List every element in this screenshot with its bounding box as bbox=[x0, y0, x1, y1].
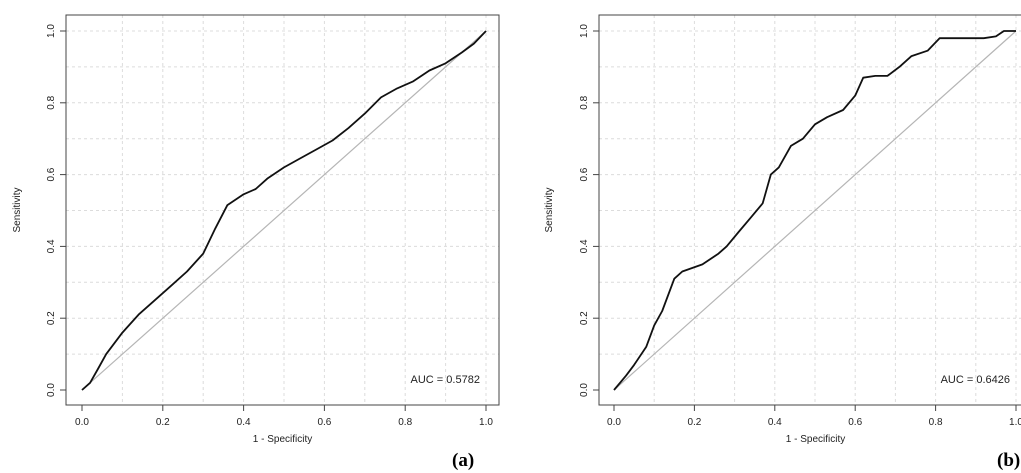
x-tick-label: 1.0 bbox=[479, 417, 493, 428]
grid bbox=[66, 15, 499, 405]
x-tick-label: 0.6 bbox=[317, 417, 331, 428]
y-tick-label: 0.0 bbox=[46, 383, 57, 397]
roc-curve bbox=[613, 30, 1016, 391]
x-tick-label: 0.6 bbox=[848, 417, 862, 428]
x-tick-label: 0.0 bbox=[75, 417, 89, 428]
panel-label: (a) bbox=[452, 450, 474, 471]
auc-annotation: AUC = 0.6426 bbox=[941, 374, 1010, 386]
y-tick-label: 0.0 bbox=[579, 383, 590, 397]
y-tick-label: 0.4 bbox=[46, 239, 57, 253]
x-tick-label: 0.4 bbox=[768, 417, 782, 428]
x-axis: 0.0 0.2 0.4 0.6 0.8 1.0 bbox=[607, 404, 1021, 428]
y-tick-label: 0.2 bbox=[579, 311, 590, 325]
y-axis: 0.0 0.2 0.4 0.6 0.8 1.0 bbox=[579, 24, 600, 397]
x-tick-label: 0.8 bbox=[929, 417, 943, 428]
y-tick-label: 1.0 bbox=[46, 24, 57, 38]
y-tick-label: 0.6 bbox=[46, 167, 57, 181]
roc-panel-a: 0.0 0.2 0.4 0.6 0.8 1.0 0.0 0.2 0.4 0.6 0.8 1.0 1 - … bbox=[12, 14, 500, 471]
x-tick-label: 0.4 bbox=[237, 417, 251, 428]
y-tick-label: 0.8 bbox=[579, 95, 590, 109]
roc-panel-b: 0.0 0.2 0.4 0.6 0.8 1.0 0.0 0.2 0.4 0.6 0.8 1.0 1 - … bbox=[544, 14, 1021, 471]
y-tick-label: 0.4 bbox=[579, 239, 590, 253]
y-axis-title: Sensitivity bbox=[544, 187, 555, 232]
x-tick-label: 1.0 bbox=[1009, 417, 1021, 428]
x-tick-label: 0.2 bbox=[687, 417, 701, 428]
y-tick-label: 1.0 bbox=[579, 24, 590, 38]
reference-diagonal bbox=[81, 30, 487, 391]
y-tick-label: 0.2 bbox=[46, 311, 57, 325]
x-axis: 0.0 0.2 0.4 0.6 0.8 1.0 bbox=[75, 404, 493, 428]
x-axis-title: 1 - Specificity bbox=[253, 434, 312, 445]
x-axis-title: 1 - Specificity bbox=[786, 434, 845, 445]
x-tick-label: 0.2 bbox=[156, 417, 170, 428]
y-tick-label: 0.8 bbox=[46, 95, 57, 109]
roc-curve bbox=[81, 30, 487, 391]
y-axis-title: Sensitivity bbox=[12, 187, 23, 232]
auc-annotation: AUC = 0.5782 bbox=[411, 374, 480, 386]
y-axis: 0.0 0.2 0.4 0.6 0.8 1.0 bbox=[46, 24, 67, 397]
reference-diagonal bbox=[613, 30, 1017, 391]
x-tick-label: 0.0 bbox=[607, 417, 621, 428]
panel-label: (b) bbox=[997, 450, 1020, 471]
y-tick-label: 0.6 bbox=[579, 167, 590, 181]
x-tick-label: 0.8 bbox=[398, 417, 412, 428]
